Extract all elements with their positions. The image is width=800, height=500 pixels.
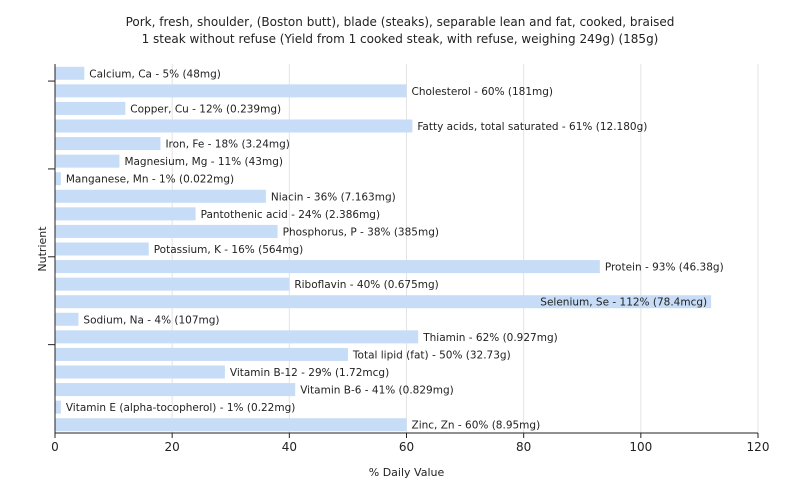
bar xyxy=(55,119,413,133)
bar-label: Protein - 93% (46.38g) xyxy=(605,262,724,274)
x-tick-label: 100 xyxy=(629,440,652,454)
bar xyxy=(55,224,278,238)
bar-label: Cholesterol - 60% (181mg) xyxy=(412,86,554,98)
bar-label: Vitamin B-12 - 29% (1.72mcg) xyxy=(230,367,389,379)
bar-label: Riboflavin - 40% (0.675mg) xyxy=(294,279,438,291)
x-tick-label: 120 xyxy=(747,440,770,454)
chart-subtitle: 1 steak without refuse (Yield from 1 coo… xyxy=(141,32,659,46)
bar-label: Calcium, Ca - 5% (48mg) xyxy=(89,68,221,80)
bar xyxy=(55,260,600,274)
x-tick-label: 0 xyxy=(51,440,59,454)
bar xyxy=(55,84,407,98)
bar-label: Total lipid (fat) - 50% (32.73g) xyxy=(352,349,511,361)
bar-label: Zinc, Zn - 60% (8.95mg) xyxy=(412,420,541,432)
bar-label: Selenium, Se - 112% (78.4mcg) xyxy=(540,297,707,309)
bar xyxy=(55,295,712,309)
bar xyxy=(55,347,348,361)
bar xyxy=(55,207,196,221)
bar-label: Iron, Fe - 18% (3.24mg) xyxy=(165,139,289,151)
bar-label: Magnesium, Mg - 11% (43mg) xyxy=(124,156,283,168)
bar xyxy=(55,101,126,115)
x-tick-label: 40 xyxy=(282,440,297,454)
bar-label: Manganese, Mn - 1% (0.022mg) xyxy=(66,174,234,186)
y-axis-title: Nutrient xyxy=(36,226,49,272)
bar xyxy=(55,418,407,432)
bar-label: Niacin - 36% (7.163mg) xyxy=(271,191,396,203)
bar-label: Copper, Cu - 12% (0.239mg) xyxy=(130,103,281,115)
chart-title: Pork, fresh, shoulder, (Boston butt), bl… xyxy=(125,15,675,29)
bar xyxy=(55,172,61,186)
x-tick-label: 80 xyxy=(516,440,531,454)
bar xyxy=(55,365,225,379)
bar-label: Vitamin B-6 - 41% (0.829mg) xyxy=(300,385,454,397)
bar xyxy=(55,400,61,414)
bar xyxy=(55,66,85,80)
bar xyxy=(55,277,290,291)
bar xyxy=(55,312,79,326)
bar-label: Pantothenic acid - 24% (2.386mg) xyxy=(201,209,380,221)
bar-label: Fatty acids, total saturated - 61% (12.1… xyxy=(417,121,647,133)
bar xyxy=(55,330,419,344)
bar-label: Phosphorus, P - 38% (385mg) xyxy=(283,226,439,238)
bar xyxy=(55,383,296,397)
bar-label: Sodium, Na - 4% (107mg) xyxy=(83,314,219,326)
x-tick-label: 20 xyxy=(165,440,180,454)
bar-label: Potassium, K - 16% (564mg) xyxy=(154,244,304,256)
bar-label: Thiamin - 62% (0.927mg) xyxy=(422,332,558,344)
bar-label: Vitamin E (alpha-tocopherol) - 1% (0.22m… xyxy=(66,402,296,414)
bar xyxy=(55,137,161,151)
bar xyxy=(55,242,149,256)
x-axis-title: % Daily Value xyxy=(369,466,445,479)
bar xyxy=(55,189,266,203)
x-tick-label: 60 xyxy=(399,440,414,454)
bar xyxy=(55,154,120,168)
